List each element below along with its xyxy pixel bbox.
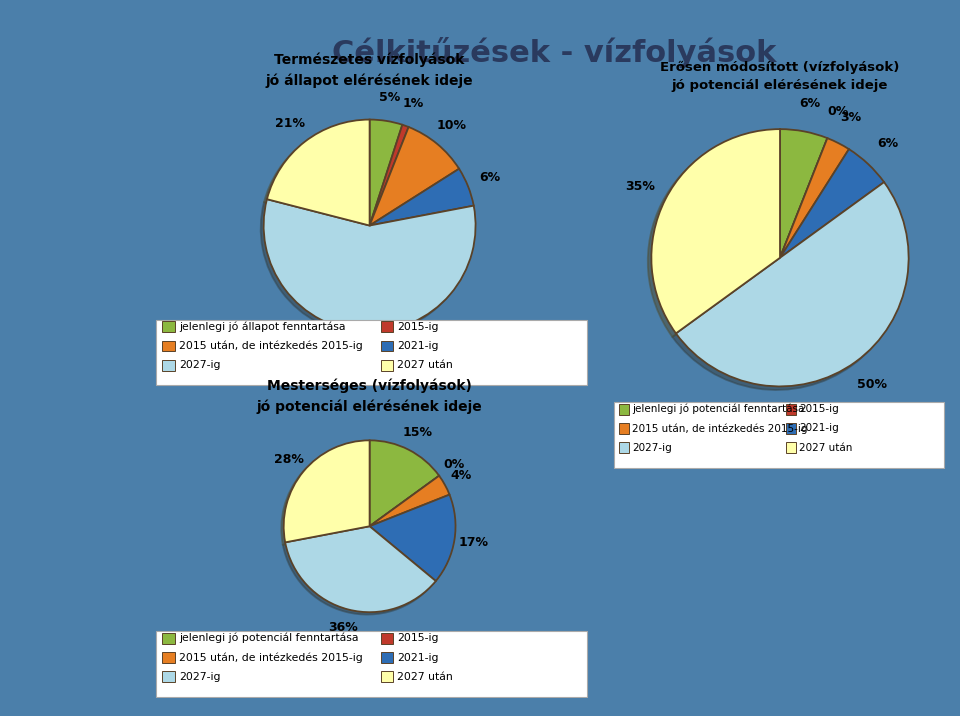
Text: 2015 után, de intézkedés 2015-ig: 2015 után, de intézkedés 2015-ig: [632, 423, 807, 434]
Text: 21%: 21%: [276, 117, 305, 130]
Wedge shape: [370, 495, 455, 581]
Text: 57%: 57%: [350, 348, 380, 362]
Wedge shape: [780, 129, 828, 258]
Text: 0%: 0%: [828, 105, 849, 118]
Text: 2027 után: 2027 után: [799, 442, 852, 453]
Bar: [162, 341, 175, 352]
Text: 2015-ig: 2015-ig: [397, 321, 439, 332]
Title: Erősen módosított (vízfolyások)
jó potenciál elérésének ideje: Erősen módosított (vízfolyások) jó poten…: [660, 60, 900, 92]
Wedge shape: [780, 138, 849, 258]
Text: 2027 után: 2027 után: [397, 672, 453, 682]
Text: 2015-ig: 2015-ig: [799, 404, 839, 414]
Wedge shape: [370, 440, 439, 526]
Wedge shape: [780, 138, 828, 258]
Text: 2021-ig: 2021-ig: [397, 341, 439, 351]
Text: 50%: 50%: [857, 378, 887, 391]
Bar: [381, 360, 393, 371]
Bar: [786, 404, 796, 415]
Bar: [381, 321, 393, 332]
Text: 0%: 0%: [444, 458, 465, 471]
Text: 4%: 4%: [451, 469, 472, 483]
Bar: [786, 423, 796, 434]
Title: Természetes vízfolyások
jó állapot elérésének ideje: Természetes vízfolyások jó állapot eléré…: [266, 53, 473, 88]
Text: jelenlegi jó potenciál fenntartása: jelenlegi jó potenciál fenntartása: [179, 633, 358, 644]
Wedge shape: [370, 127, 459, 226]
Bar: [786, 442, 796, 453]
Text: Célkitűzések - vízfolyások: Célkitűzések - vízfolyások: [332, 37, 777, 68]
Text: 10%: 10%: [437, 120, 467, 132]
Text: 2015-ig: 2015-ig: [397, 633, 439, 643]
Text: 2015 után, de intézkedés 2015-ig: 2015 után, de intézkedés 2015-ig: [179, 341, 363, 352]
Wedge shape: [370, 120, 402, 226]
Text: 6%: 6%: [799, 97, 820, 110]
Bar: [162, 672, 175, 682]
Wedge shape: [652, 129, 780, 334]
Bar: [162, 360, 175, 371]
Text: 17%: 17%: [458, 536, 488, 549]
Bar: [162, 633, 175, 644]
Text: 2027-ig: 2027-ig: [179, 360, 221, 370]
Text: 3%: 3%: [841, 112, 862, 125]
Wedge shape: [370, 475, 439, 526]
Wedge shape: [676, 182, 908, 387]
Text: 6%: 6%: [876, 137, 898, 150]
Bar: [381, 633, 393, 644]
Wedge shape: [370, 169, 473, 226]
Text: 36%: 36%: [328, 621, 358, 634]
Text: jelenlegi jó potenciál fenntartása: jelenlegi jó potenciál fenntartása: [632, 404, 804, 415]
Text: 2021-ig: 2021-ig: [397, 652, 439, 662]
Title: Mesterséges (vízfolyások)
jó potenciál elérésének ideje: Mesterséges (vízfolyások) jó potenciál e…: [256, 379, 483, 414]
Text: 2027 után: 2027 után: [397, 360, 453, 370]
Bar: [381, 672, 393, 682]
Bar: [619, 404, 629, 415]
Text: 2027-ig: 2027-ig: [632, 442, 672, 453]
Text: 6%: 6%: [479, 171, 500, 185]
Wedge shape: [370, 475, 449, 526]
Wedge shape: [780, 149, 884, 258]
Bar: [619, 442, 629, 453]
Bar: [381, 652, 393, 663]
Text: 1%: 1%: [403, 97, 424, 110]
Wedge shape: [285, 526, 436, 612]
Text: 2021-ig: 2021-ig: [799, 423, 839, 433]
Text: 2015 után, de intézkedés 2015-ig: 2015 után, de intézkedés 2015-ig: [179, 652, 363, 663]
Text: 35%: 35%: [625, 180, 655, 193]
Bar: [619, 423, 629, 434]
Wedge shape: [370, 125, 409, 226]
Text: 5%: 5%: [379, 92, 400, 105]
Wedge shape: [267, 120, 370, 226]
Wedge shape: [284, 440, 370, 542]
Text: 15%: 15%: [402, 426, 432, 440]
Text: 2027-ig: 2027-ig: [179, 672, 221, 682]
Text: 28%: 28%: [274, 453, 303, 466]
Wedge shape: [264, 199, 475, 332]
Text: jelenlegi jó állapot fenntartása: jelenlegi jó állapot fenntartása: [179, 321, 346, 332]
Bar: [381, 341, 393, 352]
Bar: [162, 652, 175, 663]
Bar: [162, 321, 175, 332]
